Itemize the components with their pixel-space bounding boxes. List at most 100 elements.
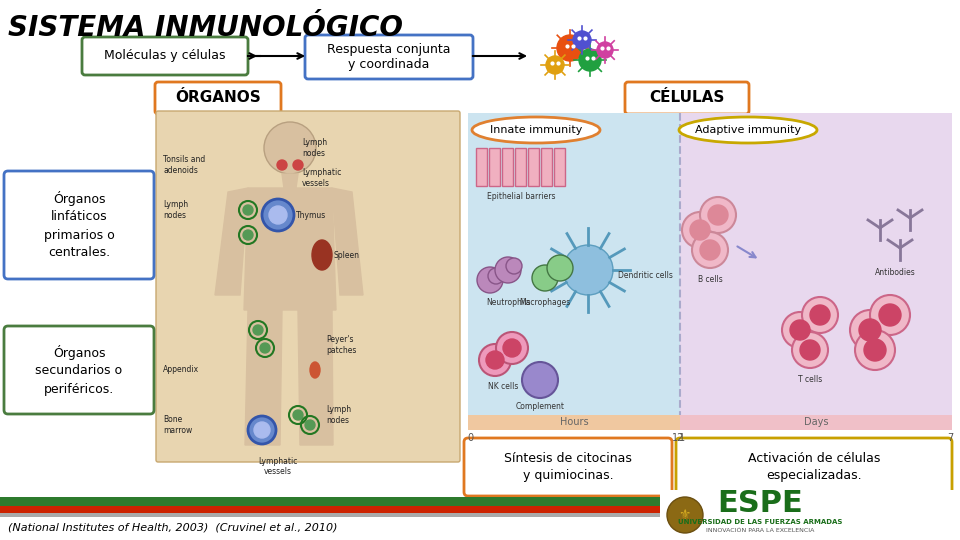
Text: 7: 7 bbox=[947, 433, 953, 443]
Bar bbox=[489, 148, 500, 186]
Circle shape bbox=[479, 344, 511, 376]
Ellipse shape bbox=[312, 240, 332, 270]
Text: ⚜: ⚜ bbox=[679, 508, 691, 522]
Circle shape bbox=[253, 325, 263, 335]
Text: Activación de células
especializadas.: Activación de células especializadas. bbox=[748, 452, 880, 482]
Ellipse shape bbox=[679, 117, 817, 143]
FancyBboxPatch shape bbox=[4, 326, 154, 414]
Text: T cells: T cells bbox=[798, 375, 822, 384]
Bar bbox=[541, 148, 552, 186]
Circle shape bbox=[277, 160, 287, 170]
Polygon shape bbox=[245, 310, 282, 445]
Text: 1: 1 bbox=[679, 433, 685, 443]
Circle shape bbox=[800, 340, 820, 360]
FancyBboxPatch shape bbox=[156, 111, 460, 462]
Circle shape bbox=[269, 206, 287, 224]
Bar bbox=[468, 415, 680, 430]
Bar bbox=[476, 148, 487, 186]
Text: Tonsils and
adenoids: Tonsils and adenoids bbox=[163, 156, 205, 175]
Circle shape bbox=[243, 205, 253, 215]
Bar bbox=[528, 148, 539, 186]
Text: UNIVERSIDAD DE LAS FUERZAS ARMADAS: UNIVERSIDAD DE LAS FUERZAS ARMADAS bbox=[678, 519, 842, 525]
Circle shape bbox=[579, 49, 601, 71]
Polygon shape bbox=[282, 174, 298, 188]
Text: INNOVACIÓN PARA LA EXCELENCIA: INNOVACIÓN PARA LA EXCELENCIA bbox=[706, 528, 814, 532]
FancyBboxPatch shape bbox=[4, 171, 154, 279]
Polygon shape bbox=[298, 310, 333, 445]
Polygon shape bbox=[332, 188, 363, 295]
Text: Spleen: Spleen bbox=[334, 251, 360, 260]
Circle shape bbox=[532, 265, 558, 291]
Text: Innate immunity: Innate immunity bbox=[490, 125, 582, 135]
Circle shape bbox=[563, 245, 613, 295]
Circle shape bbox=[850, 310, 890, 350]
Bar bbox=[0, 506, 660, 513]
Text: Respuesta conjunta
y coordinada: Respuesta conjunta y coordinada bbox=[327, 43, 451, 71]
Bar bbox=[502, 148, 513, 186]
Text: Lymph
nodes: Lymph nodes bbox=[302, 138, 327, 158]
Circle shape bbox=[254, 422, 270, 438]
Circle shape bbox=[708, 205, 728, 225]
Circle shape bbox=[477, 267, 503, 293]
Text: B cells: B cells bbox=[698, 275, 722, 284]
Text: Peyer's
patches: Peyer's patches bbox=[326, 335, 356, 355]
Text: Lymphatic
vessels: Lymphatic vessels bbox=[258, 457, 298, 476]
Circle shape bbox=[557, 35, 583, 61]
Bar bbox=[468, 113, 680, 430]
Text: Lymph
nodes: Lymph nodes bbox=[326, 406, 351, 424]
Circle shape bbox=[700, 197, 736, 233]
FancyBboxPatch shape bbox=[82, 37, 248, 75]
Text: (National Institutes of Health, 2003)  (Cruvinel et al., 2010): (National Institutes of Health, 2003) (C… bbox=[8, 523, 338, 533]
Bar bbox=[680, 113, 952, 430]
Circle shape bbox=[486, 351, 504, 369]
Text: Hours: Hours bbox=[560, 417, 588, 427]
Circle shape bbox=[305, 420, 315, 430]
Text: NK cells: NK cells bbox=[488, 382, 518, 391]
Polygon shape bbox=[244, 188, 336, 310]
Circle shape bbox=[859, 319, 881, 341]
Text: Days: Days bbox=[804, 417, 828, 427]
Circle shape bbox=[260, 343, 270, 353]
Bar bbox=[515, 148, 526, 186]
Text: Thymus: Thymus bbox=[296, 211, 326, 219]
Circle shape bbox=[690, 220, 710, 240]
Circle shape bbox=[597, 42, 613, 58]
Bar bbox=[0, 497, 660, 506]
Text: Antibodies: Antibodies bbox=[875, 268, 916, 277]
FancyBboxPatch shape bbox=[625, 82, 749, 114]
Bar bbox=[0, 513, 660, 517]
Text: ESPE: ESPE bbox=[717, 489, 803, 517]
Bar bbox=[680, 415, 952, 430]
Text: CÉLULAS: CÉLULAS bbox=[649, 91, 725, 105]
Text: Lymph
nodes: Lymph nodes bbox=[163, 200, 188, 220]
Circle shape bbox=[573, 31, 591, 49]
Circle shape bbox=[864, 339, 886, 361]
Circle shape bbox=[700, 240, 720, 260]
FancyBboxPatch shape bbox=[305, 35, 473, 79]
Circle shape bbox=[522, 362, 558, 398]
Circle shape bbox=[790, 320, 810, 340]
FancyBboxPatch shape bbox=[464, 438, 672, 496]
FancyBboxPatch shape bbox=[676, 438, 952, 496]
Ellipse shape bbox=[472, 117, 600, 143]
Text: Adaptive immunity: Adaptive immunity bbox=[695, 125, 801, 135]
Text: Lymphatic
vessels: Lymphatic vessels bbox=[302, 168, 342, 188]
Circle shape bbox=[243, 230, 253, 240]
Text: 0: 0 bbox=[467, 433, 473, 443]
Text: SISTEMA INMUNOLÓGICO: SISTEMA INMUNOLÓGICO bbox=[8, 14, 403, 42]
Circle shape bbox=[879, 304, 901, 326]
Circle shape bbox=[802, 297, 838, 333]
Circle shape bbox=[547, 255, 573, 281]
Circle shape bbox=[855, 330, 895, 370]
Text: Bone
marrow: Bone marrow bbox=[163, 415, 192, 435]
Text: Appendix: Appendix bbox=[163, 366, 199, 375]
Text: Síntesis de citocinas
y quimiocinas.: Síntesis de citocinas y quimiocinas. bbox=[504, 452, 632, 482]
Circle shape bbox=[682, 212, 718, 248]
Bar bbox=[554, 148, 565, 186]
Circle shape bbox=[262, 199, 294, 231]
Circle shape bbox=[496, 332, 528, 364]
Ellipse shape bbox=[310, 362, 320, 378]
Text: Órganos
secundarios o
periféricos.: Órganos secundarios o periféricos. bbox=[36, 345, 123, 395]
Circle shape bbox=[667, 497, 703, 533]
Circle shape bbox=[792, 332, 828, 368]
